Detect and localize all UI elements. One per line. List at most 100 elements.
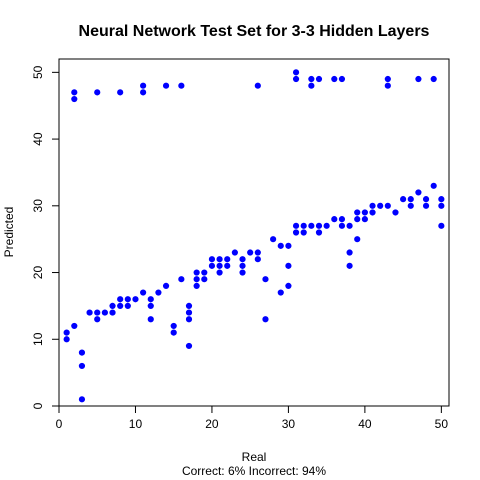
data-point <box>185 309 193 316</box>
x-tick-label: 10 <box>129 417 143 431</box>
data-point <box>254 249 261 256</box>
data-point <box>338 75 346 83</box>
data-point <box>239 269 246 276</box>
data-point <box>354 216 361 223</box>
data-point <box>124 302 131 310</box>
data-point <box>422 202 430 209</box>
data-point <box>94 316 101 323</box>
chart-subtitle: Correct: 6% Incorrect: 94% <box>182 464 326 478</box>
data-point <box>430 75 437 83</box>
data-point <box>331 75 338 83</box>
data-point <box>354 236 361 243</box>
data-point <box>155 289 162 296</box>
data-point <box>193 276 200 283</box>
data-point <box>262 276 269 283</box>
data-point <box>63 329 70 336</box>
data-point <box>147 302 154 310</box>
y-tick-label: 30 <box>31 199 45 213</box>
data-point <box>208 262 216 269</box>
data-point <box>254 256 261 263</box>
data-point <box>361 216 368 223</box>
data-point <box>71 322 78 330</box>
y-tick-label: 50 <box>31 65 45 79</box>
data-point <box>430 182 437 189</box>
y-tick-label: 10 <box>31 332 45 346</box>
data-point <box>147 296 154 303</box>
y-tick-label: 40 <box>31 132 45 146</box>
data-point <box>178 276 185 283</box>
data-point <box>384 75 391 83</box>
data-point <box>170 329 177 336</box>
data-point <box>346 222 353 229</box>
y-tick-label: 20 <box>31 266 45 280</box>
data-point <box>124 296 131 303</box>
x-tick-label: 30 <box>282 417 296 431</box>
data-point <box>216 256 223 263</box>
data-point <box>270 236 277 243</box>
data-point <box>239 256 246 263</box>
x-tick-label: 50 <box>435 417 449 431</box>
y-axis-label: Predicted <box>2 207 16 258</box>
data-point <box>300 222 307 229</box>
y-axis: 0 10 20 30 40 50 <box>31 65 60 409</box>
data-point <box>201 276 208 283</box>
data-point <box>224 262 231 269</box>
data-point <box>185 316 193 323</box>
data-point <box>132 296 139 303</box>
data-point <box>185 342 193 350</box>
data-point <box>78 349 86 356</box>
data-point <box>407 202 414 209</box>
data-point <box>315 222 323 229</box>
data-point <box>308 82 315 89</box>
data-point <box>94 89 101 96</box>
data-point <box>331 216 338 223</box>
data-point <box>315 75 323 83</box>
data-point <box>369 209 376 216</box>
data-point <box>354 209 361 216</box>
data-point <box>117 302 124 310</box>
data-point <box>422 196 430 203</box>
data-point <box>193 282 200 289</box>
data-point <box>63 336 70 343</box>
data-point <box>140 89 147 96</box>
data-point <box>285 262 292 269</box>
data-point <box>71 89 78 96</box>
data-point <box>407 196 414 203</box>
data-point <box>415 189 422 196</box>
data-point <box>224 256 231 263</box>
data-point <box>384 202 391 209</box>
plot-frame <box>58 58 450 407</box>
data-point <box>247 249 254 256</box>
data-point <box>140 82 147 89</box>
data-point <box>178 82 185 89</box>
data-point <box>208 256 216 263</box>
data-point <box>361 209 368 216</box>
data-point <box>101 309 108 316</box>
data-point <box>78 362 86 370</box>
data-point <box>170 322 177 330</box>
data-point <box>315 229 323 236</box>
data-point <box>193 269 200 276</box>
data-point <box>292 222 300 229</box>
data-point <box>438 222 445 229</box>
data-point <box>117 296 124 303</box>
data-point <box>369 202 376 209</box>
data-point <box>285 242 292 249</box>
data-point <box>86 309 93 316</box>
data-point <box>377 202 384 209</box>
data-point <box>109 302 116 310</box>
data-points <box>63 69 445 403</box>
data-point <box>262 316 269 323</box>
x-tick-label: 40 <box>358 417 372 431</box>
data-point <box>231 249 238 256</box>
data-point <box>346 262 353 269</box>
data-point <box>285 282 292 289</box>
data-point <box>308 222 315 229</box>
data-point <box>300 229 307 236</box>
data-point <box>277 242 284 249</box>
data-point <box>185 302 193 310</box>
data-point <box>277 289 284 296</box>
data-point <box>292 229 300 236</box>
data-point <box>162 282 170 289</box>
data-point <box>94 309 101 316</box>
